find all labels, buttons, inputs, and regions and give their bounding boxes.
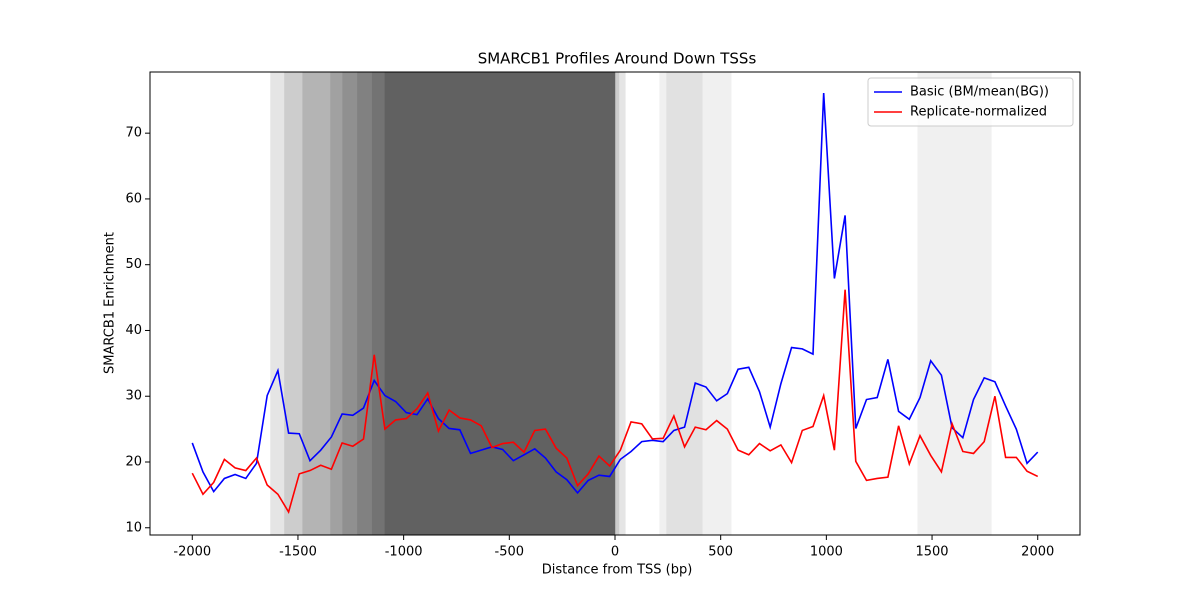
legend: Basic (BM/mean(BG)) Replicate-normalized	[867, 77, 1074, 127]
x-tick-label: 1500	[915, 545, 948, 560]
legend-label: Replicate-normalized	[910, 105, 1047, 120]
series-line	[191, 289, 1039, 514]
plot-frame	[149, 71, 1081, 536]
y-tick-label: 50	[125, 257, 142, 272]
x-axis-label: Distance from TSS (bp)	[542, 563, 693, 578]
shaded-region	[659, 72, 732, 535]
shaded-region	[666, 72, 703, 535]
shaded-region	[302, 72, 617, 535]
legend-box	[867, 77, 1074, 127]
x-tick-label: -1500	[279, 545, 317, 560]
y-tick-label: 60	[125, 191, 142, 206]
y-tick-label: 20	[125, 454, 142, 469]
x-tick-label: 1000	[810, 545, 843, 560]
y-axis-label: SMARCB1 Enrichment	[103, 232, 118, 374]
shaded-region	[342, 72, 615, 535]
y-tick-label: 10	[125, 520, 142, 535]
shaded-region	[357, 72, 615, 535]
x-tick-label: -2000	[173, 545, 211, 560]
shaded-region	[384, 72, 615, 535]
legend-label: Basic (BM/mean(BG))	[910, 85, 1049, 100]
x-tick-label: -1000	[385, 545, 423, 560]
y-tick-label: 40	[125, 323, 142, 338]
series-line	[191, 92, 1039, 495]
chart-title: SMARCB1 Profiles Around Down TSSs	[478, 50, 757, 68]
x-tick-label: -500	[495, 545, 525, 560]
shaded-region	[371, 72, 615, 535]
x-tick-label: 500	[708, 545, 733, 560]
shaded-region	[284, 72, 620, 535]
shaded-region	[917, 72, 992, 535]
y-tick-label: 70	[125, 126, 142, 141]
x-tick-label: 0	[611, 545, 619, 560]
x-tick-label: 2000	[1021, 545, 1054, 560]
y-tick-label: 30	[125, 389, 142, 404]
